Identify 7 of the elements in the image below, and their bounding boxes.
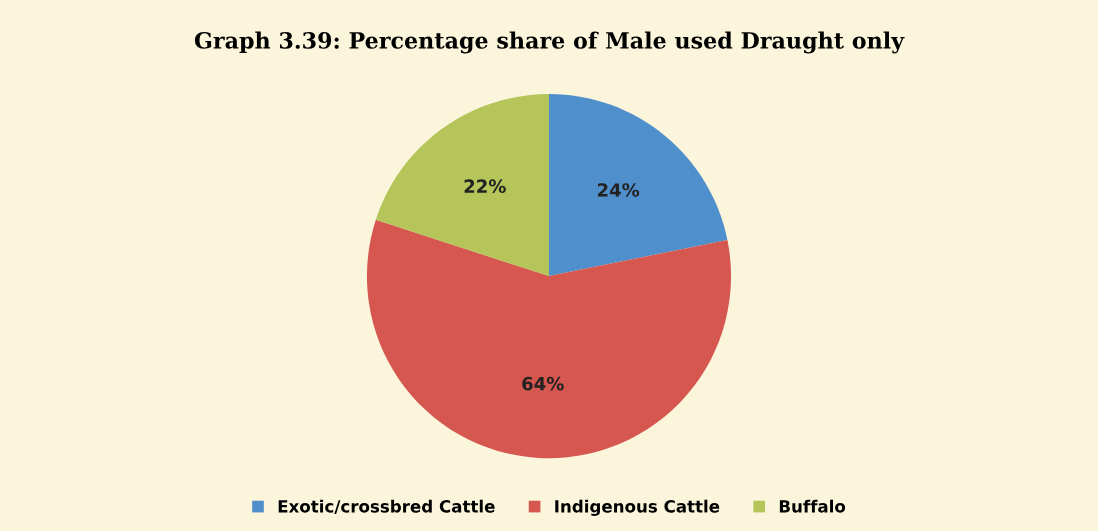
data-label: 22% [464,179,506,193]
legend-label: Buffalo [779,499,846,513]
legend-label: Indigenous Cattle [555,499,720,516]
data-label: 64% [522,376,564,391]
legend-label: Exotic/crossbred Cattle [278,499,495,514]
data-label: 24% [597,183,640,197]
chart-title: Graph 3.39: Percentage share of Male used Draught only [194,31,905,54]
